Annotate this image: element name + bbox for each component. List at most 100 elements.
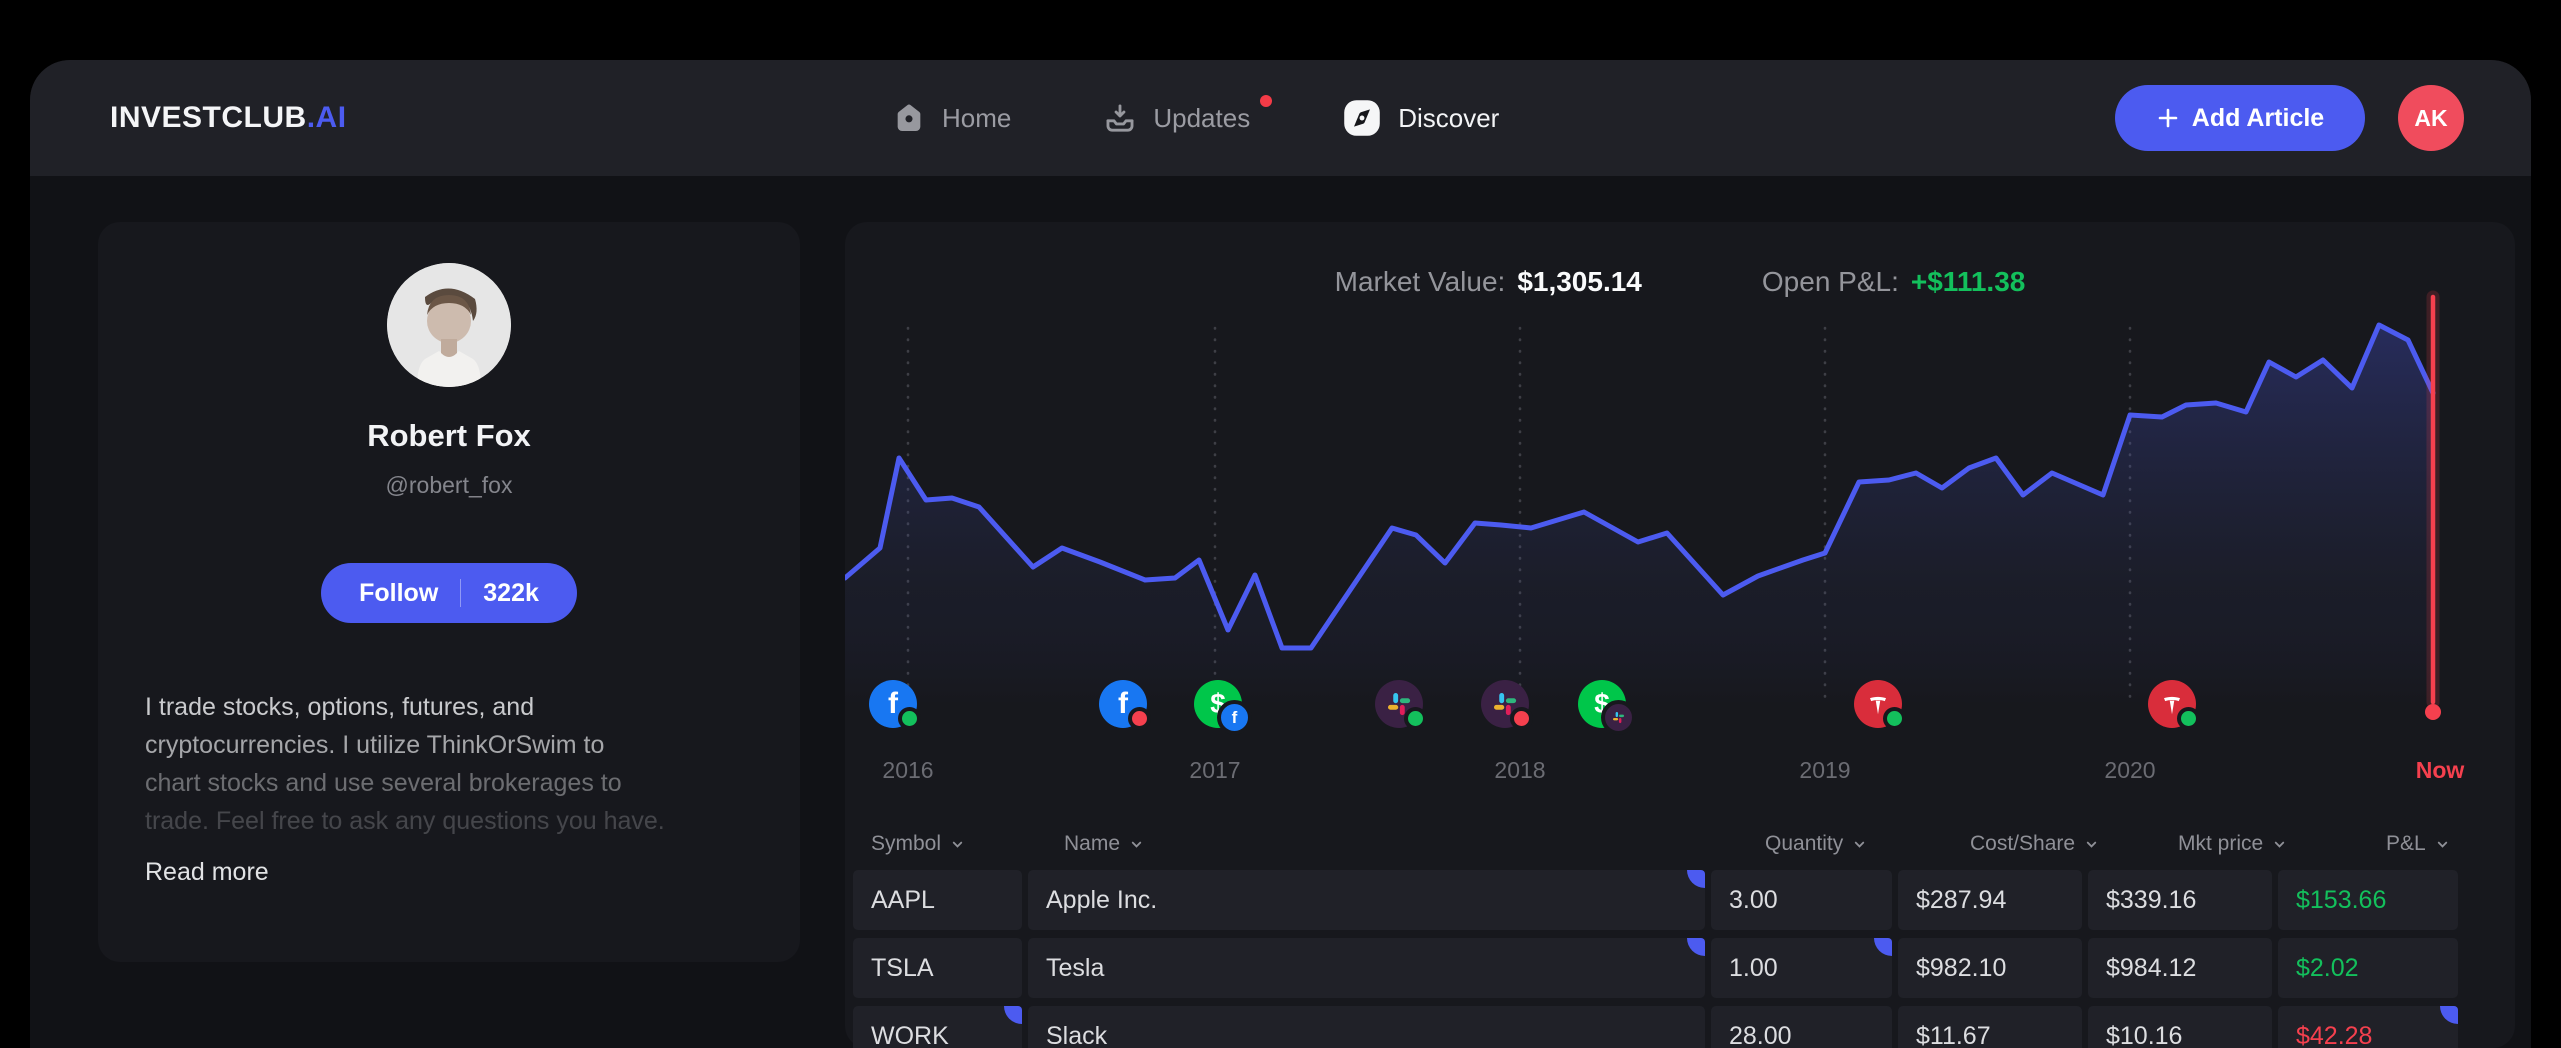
table-row-work[interactable]: WORK Slack 28.00 $11.67 $10.16 $42.28 [853, 1006, 2458, 1048]
chevron-down-icon [2086, 841, 2097, 848]
column-header-pnl[interactable]: P&L [2368, 832, 2531, 856]
quantity-cell: 1.00 [1711, 938, 1892, 998]
profile-name: Robert Fox [367, 418, 531, 453]
event-icon-tesla-buy-2[interactable] [2148, 680, 2200, 730]
follow-label: Follow [359, 578, 439, 607]
person-portrait [387, 263, 511, 387]
quantity-cell: 28.00 [1711, 1006, 1892, 1048]
holdings-table-header: Symbol Name Quantity Cost/Share Mkt pric… [853, 832, 2531, 856]
event-icon-slack-buy[interactable] [1375, 680, 1427, 730]
now-dot [2425, 704, 2441, 720]
profile-handle: @robert_fox [385, 472, 513, 498]
follow-button[interactable]: Follow 322k [321, 563, 577, 623]
pnl-cell: $153.66 [2278, 870, 2458, 930]
nav-item-home[interactable]: Home [892, 101, 1011, 135]
market-value: $1,305.14 [1517, 266, 1642, 297]
name-cell: Apple Inc. [1028, 870, 1705, 930]
nav-label-updates: Updates [1153, 102, 1251, 133]
gain-dot-badge [2177, 707, 2200, 730]
app-window: INVESTCLUB .AI Home [30, 60, 2531, 1048]
collab-marker [2440, 1006, 2458, 1024]
open-pnl-value: +$111.38 [1910, 266, 2026, 297]
profile-card: Robert Fox @robert_fox Follow 322k I tra… [98, 222, 800, 962]
bio-line: chart stocks and use several brokerages … [145, 769, 622, 797]
event-icon-cashapp-slack[interactable]: $ [1578, 680, 1636, 735]
timeline-label-2018: 2018 [1494, 757, 1546, 783]
gain-dot-badge [898, 707, 921, 730]
column-header-name[interactable]: Name [1046, 832, 1741, 856]
user-avatar[interactable]: AK [2398, 85, 2464, 151]
timeline-label-now: Now [2415, 757, 2465, 783]
discover-compass-icon [1344, 100, 1380, 136]
column-header-quantity[interactable]: Quantity [1747, 832, 1946, 856]
home-icon [897, 104, 921, 132]
collab-marker [1687, 938, 1705, 956]
bio-line: cryptocurrencies. I utilize ThinkOrSwim … [145, 731, 605, 759]
portfolio-line-chart[interactable] [845, 222, 2515, 782]
cost-share-cell: $11.67 [1898, 1006, 2082, 1048]
name-cell: Slack [1028, 1006, 1705, 1048]
read-more-link[interactable]: Read more [145, 858, 269, 886]
follow-divider [460, 579, 462, 607]
nav-label-discover: Discover [1398, 102, 1500, 133]
notification-dot [1260, 95, 1273, 107]
quantity-cell: 3.00 [1711, 870, 1892, 930]
loss-dot-badge [1128, 707, 1151, 730]
add-article-label: Add Article [2191, 103, 2325, 132]
cost-share-cell: $982.10 [1898, 938, 2082, 998]
event-icon-facebook-buy[interactable]: f [869, 680, 921, 730]
event-icon-tesla-buy[interactable] [1854, 680, 1906, 730]
followers-count: 322k [483, 578, 539, 607]
add-article-button[interactable]: Add Article [2115, 85, 2365, 151]
inbox-updates-icon [1106, 104, 1134, 132]
table-row-tsla[interactable]: TSLA Tesla 1.00 $982.10 $984.12 $2.02 [853, 938, 2458, 998]
column-header-cost-share[interactable]: Cost/Share [1952, 832, 2154, 856]
open-pnl-label: Open P&L: [1761, 266, 1899, 297]
timeline-label-2019: 2019 [1799, 757, 1851, 783]
logo-text: INVESTCLUB [110, 101, 307, 134]
gain-dot-badge [1404, 707, 1427, 730]
portfolio-stats: Market Value: $1,305.14 Open P&L: +$111.… [845, 266, 2515, 298]
mkt-price-cell: $339.16 [2088, 870, 2272, 930]
chart-area-fill [845, 325, 2433, 705]
chevron-down-icon [952, 841, 963, 848]
plus-icon [2158, 108, 2178, 128]
column-header-mkt-price[interactable]: Mkt price [2160, 832, 2362, 856]
event-icon-facebook-sell[interactable]: f [1099, 680, 1151, 730]
bio-line: I trade stocks, options, futures, and [145, 693, 535, 721]
facebook-mini-badge: f [1217, 700, 1252, 735]
open-pnl-stat: Open P&L: +$111.38 [1762, 266, 2025, 298]
price-line [845, 322, 2436, 651]
bio-line: trade. Feel free to ask any questions yo… [145, 807, 665, 835]
collab-marker [1874, 938, 1892, 956]
nav-item-updates[interactable]: Updates [1103, 95, 1273, 135]
name-cell: Tesla [1028, 938, 1705, 998]
profile-photo [387, 263, 511, 387]
mkt-price-cell: $10.16 [2088, 1006, 2272, 1048]
nav-label-home: Home [942, 102, 1012, 133]
column-header-symbol[interactable]: Symbol [853, 832, 1040, 856]
timeline-label-2016: 2016 [882, 757, 934, 783]
nav-item-discover[interactable]: Discover [1342, 98, 1499, 138]
table-row-aapl[interactable]: AAPL Apple Inc. 3.00 $287.94 $339.16 $15… [853, 870, 2458, 930]
mkt-price-cell: $984.12 [2088, 938, 2272, 998]
collab-marker [1004, 1006, 1022, 1024]
app-logo[interactable]: INVESTCLUB .AI [110, 60, 347, 176]
navbar: INVESTCLUB .AI Home [30, 60, 2531, 176]
event-icon-cashapp-facebook[interactable]: $ f [1194, 680, 1252, 735]
collab-marker [1687, 870, 1705, 888]
symbol-cell: AAPL [853, 870, 1022, 930]
profile-bio: I trade stocks, options, futures, and cr… [145, 688, 753, 840]
slack-icon [1481, 680, 1529, 728]
symbol-cell: TSLA [853, 938, 1022, 998]
pnl-cell: $42.28 [2278, 1006, 2458, 1048]
chevron-down-icon [2275, 841, 2285, 848]
chevron-down-icon [2437, 841, 2447, 848]
cost-share-cell: $287.94 [1898, 870, 2082, 930]
timeline-label-2017: 2017 [1189, 757, 1241, 783]
chevron-down-icon [1131, 841, 1142, 848]
market-value-stat: Market Value: $1,305.14 [1335, 266, 1642, 298]
event-icon-slack-sell[interactable] [1481, 680, 1533, 730]
pnl-cell: $2.02 [2278, 938, 2458, 998]
